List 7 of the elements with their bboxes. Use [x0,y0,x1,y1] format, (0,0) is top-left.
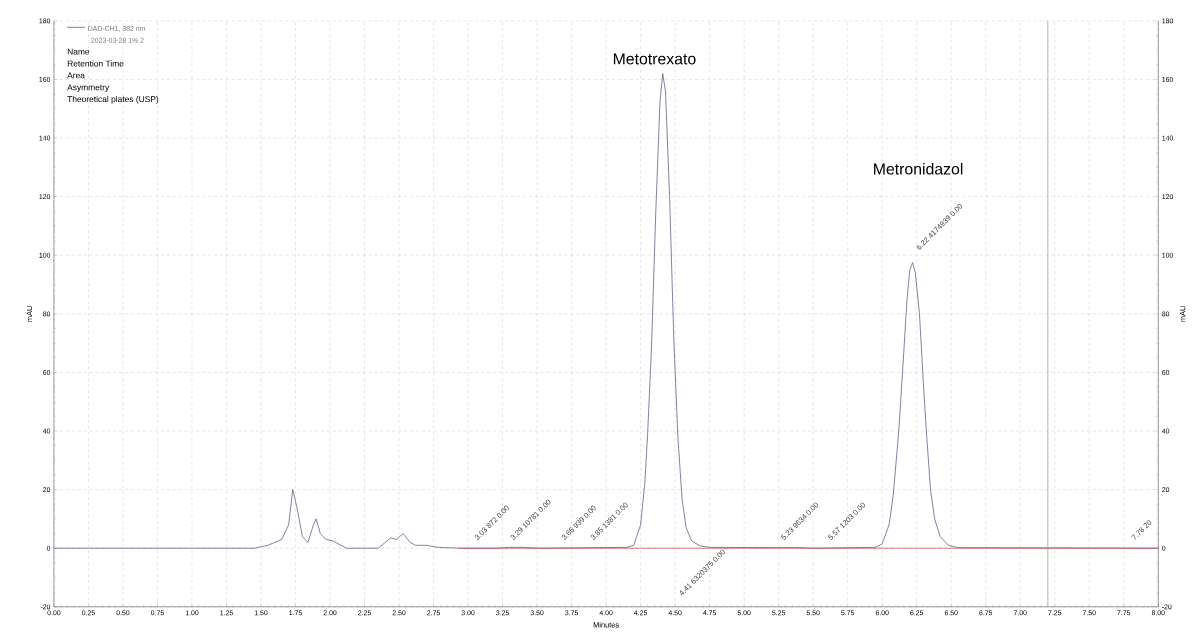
annotation: Asymmetry [67,84,110,93]
annotation: Name [67,48,90,55]
annotation: Theoretical plates (USP) [67,96,159,104]
annotation: Metotrexato [613,53,696,65]
annotation: Area [67,72,85,79]
annotation: Metronidazol [874,163,963,175]
annotation: Retention Time [67,60,124,67]
